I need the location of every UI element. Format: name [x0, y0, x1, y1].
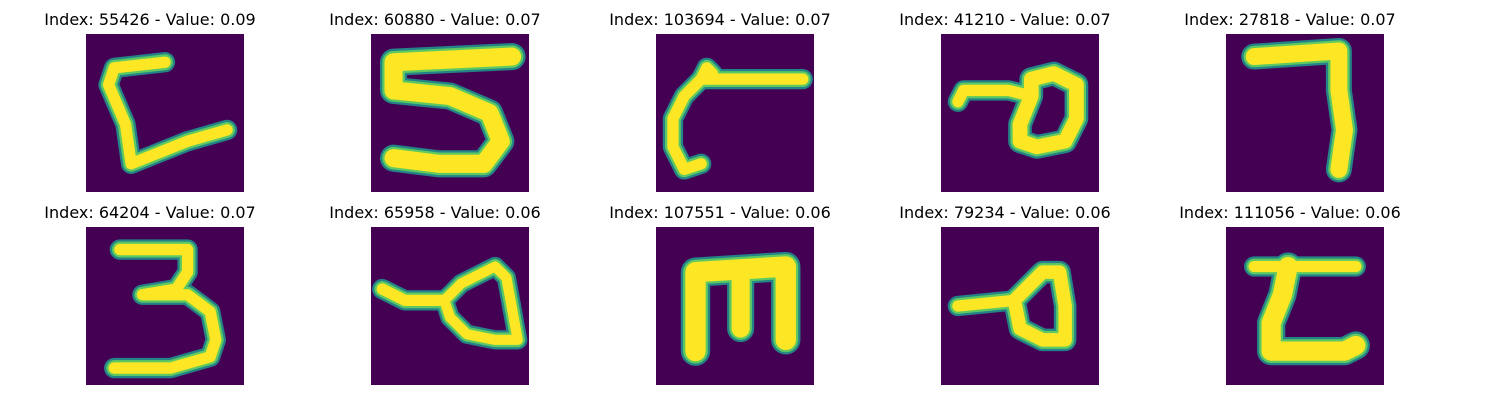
- digit-image: [1226, 34, 1384, 192]
- panel-title: Index: 103694 - Value: 0.07: [609, 10, 831, 29]
- panel-title: Index: 41210 - Value: 0.07: [899, 10, 1111, 29]
- panel-title: Index: 55426 - Value: 0.09: [44, 10, 256, 29]
- digit-stroke: [952, 84, 1037, 108]
- panel-4: Index: 41210 - Value: 0.07: [855, 0, 1155, 192]
- panel-1: Index: 55426 - Value: 0.09: [0, 0, 300, 192]
- digit-stroke: [439, 261, 523, 345]
- digit-stroke: [1012, 66, 1084, 155]
- panel-title: Index: 27818 - Value: 0.07: [1184, 10, 1396, 29]
- digit-stroke: [376, 283, 451, 307]
- panel-5: Index: 27818 - Value: 0.07: [1140, 0, 1440, 192]
- digit-image: [941, 34, 1099, 192]
- panel-6: Index: 64204 - Value: 0.07: [0, 193, 300, 385]
- digit-stroke: [108, 243, 222, 374]
- digit-image: [371, 34, 529, 192]
- digit-image: [656, 227, 814, 385]
- digit-image: [1226, 227, 1384, 385]
- panel-10: Index: 111056 - Value: 0.06: [1140, 193, 1440, 385]
- digit-stroke: [1261, 256, 1366, 361]
- panel-title: Index: 60880 - Value: 0.07: [329, 10, 541, 29]
- digit-stroke: [102, 56, 233, 170]
- digit-stroke: [952, 294, 1020, 312]
- digit-image: [656, 34, 814, 192]
- panel-title: Index: 65958 - Value: 0.06: [329, 203, 541, 222]
- digit-stroke: [1007, 265, 1072, 347]
- digit-image: [86, 227, 244, 385]
- panel-8: Index: 107551 - Value: 0.06: [570, 193, 870, 385]
- digit-image: [86, 34, 244, 192]
- panel-title: Index: 79234 - Value: 0.06: [899, 203, 1111, 222]
- panel-title: Index: 64204 - Value: 0.07: [44, 203, 256, 222]
- panel-7: Index: 65958 - Value: 0.06: [285, 193, 585, 385]
- panel-9: Index: 79234 - Value: 0.06: [855, 193, 1155, 385]
- digit-stroke: [695, 62, 719, 85]
- panel-3: Index: 103694 - Value: 0.07: [570, 0, 870, 192]
- digit-image: [941, 227, 1099, 385]
- panel-title: Index: 111056 - Value: 0.06: [1179, 203, 1401, 222]
- digit-stroke: [1245, 42, 1353, 178]
- panel-title: Index: 107551 - Value: 0.06: [609, 203, 831, 222]
- digit-stroke: [384, 47, 522, 173]
- digit-image: [371, 227, 529, 385]
- panel-2: Index: 60880 - Value: 0.07: [285, 0, 585, 192]
